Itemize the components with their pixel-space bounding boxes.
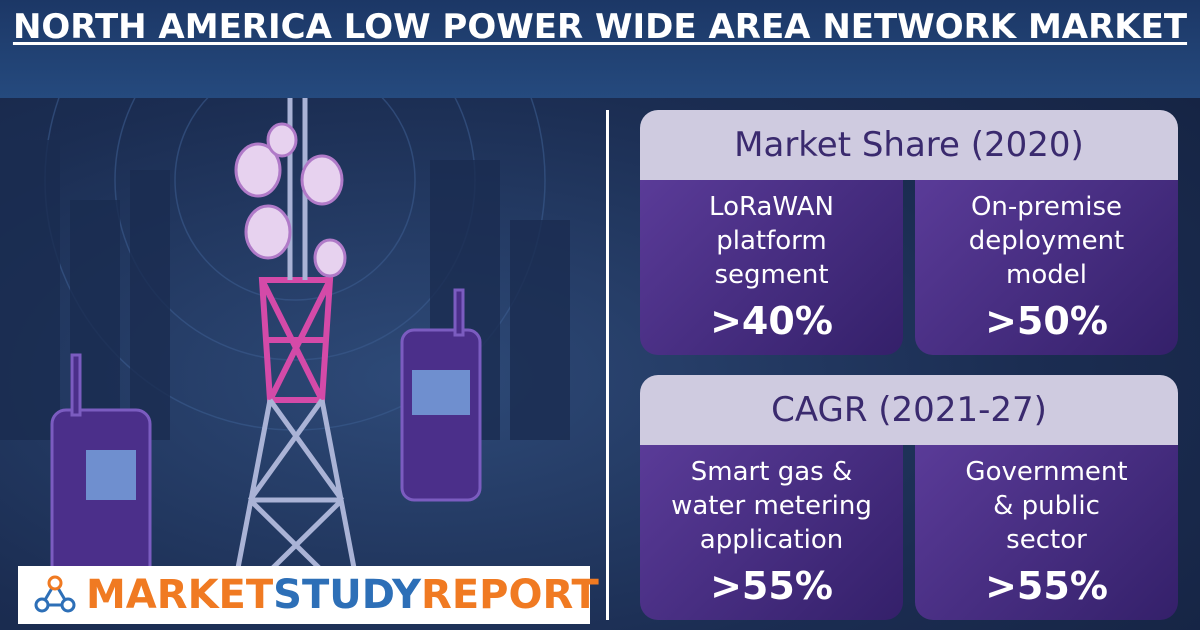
section-heading: Market Share (2020): [640, 110, 1178, 180]
label-line: LoRaWAN: [709, 192, 834, 222]
title-text: NORTH AMERICA LOW POWER WIDE AREA NETWOR…: [12, 7, 1188, 47]
stat-card: Government & public sector >55%: [915, 445, 1178, 620]
stat-card: Smart gas & water metering application >55…: [640, 445, 903, 620]
stat-value: >40%: [710, 299, 833, 343]
section-heading: CAGR (2021-27): [640, 375, 1178, 445]
label-line: platform: [716, 226, 827, 256]
logo-part: REPORT: [421, 572, 599, 618]
label-line: model: [1006, 260, 1087, 290]
stat-value: >50%: [985, 299, 1108, 343]
label-line: application: [699, 525, 844, 555]
logo-icon: [34, 575, 76, 613]
label-line: Government: [965, 457, 1128, 487]
logo-part: STUDY: [273, 572, 422, 618]
stat-value: >55%: [710, 564, 833, 608]
logo-part: MARKET: [86, 572, 274, 618]
label-line: & public: [993, 491, 1100, 521]
stat-card: On-premise deployment model >50%: [915, 180, 1178, 355]
label-line: water metering: [671, 491, 872, 521]
label-line: sector: [1006, 525, 1087, 555]
label-line: On-premise: [970, 192, 1123, 222]
title: NORTH AMERICA LOW POWER WIDE AREA NETWOR…: [0, 0, 1200, 98]
divider: [606, 110, 609, 620]
label-line: deployment: [968, 226, 1125, 256]
label-line: Smart gas &: [690, 457, 853, 487]
illustration: [0, 0, 570, 612]
stat-value: >55%: [985, 564, 1108, 608]
logo: MARKETSTUDYREPORT: [18, 566, 599, 624]
label-line: segment: [714, 260, 829, 290]
stat-card: LoRaWAN platform segment >40%: [640, 180, 903, 355]
